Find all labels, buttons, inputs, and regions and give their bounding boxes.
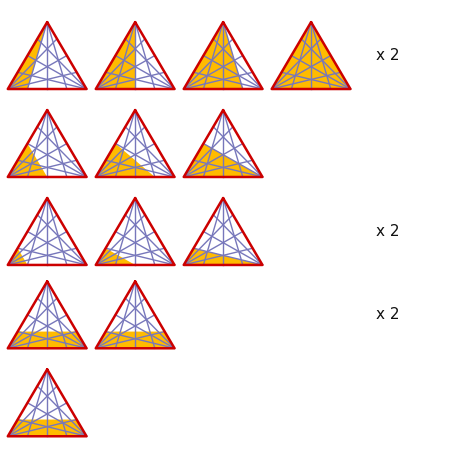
- Polygon shape: [96, 248, 135, 265]
- Polygon shape: [184, 22, 243, 89]
- Polygon shape: [272, 22, 350, 89]
- Polygon shape: [96, 22, 135, 89]
- Text: x 2: x 2: [376, 48, 400, 63]
- Polygon shape: [8, 144, 47, 177]
- Polygon shape: [8, 419, 87, 436]
- Polygon shape: [8, 22, 47, 89]
- Polygon shape: [96, 144, 155, 177]
- Polygon shape: [184, 144, 263, 177]
- Text: x 2: x 2: [376, 224, 400, 239]
- Polygon shape: [8, 332, 87, 348]
- Polygon shape: [96, 332, 174, 348]
- Polygon shape: [184, 248, 263, 265]
- Polygon shape: [8, 248, 27, 265]
- Text: x 2: x 2: [376, 307, 400, 322]
